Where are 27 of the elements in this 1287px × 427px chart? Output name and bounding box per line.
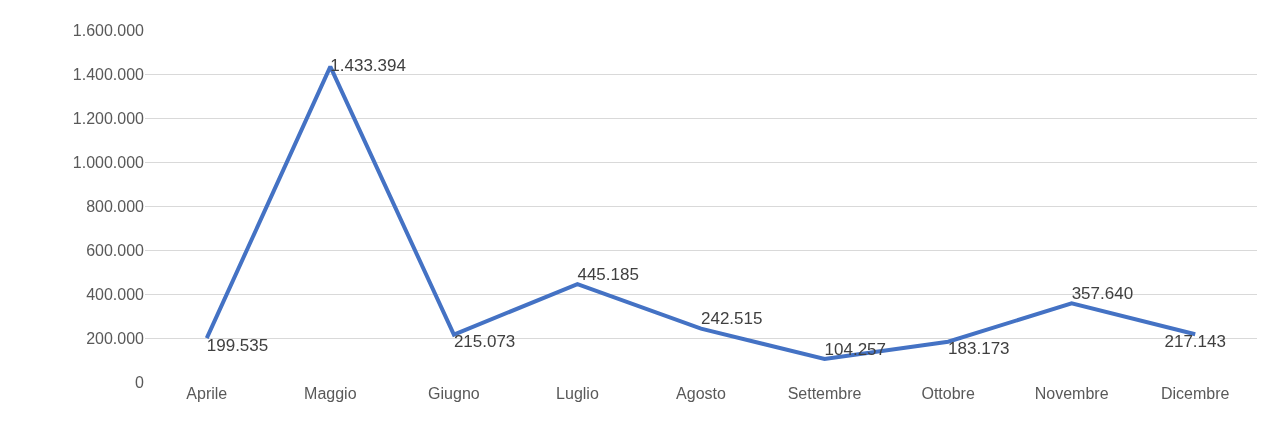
x-tick-label: Ottobre [921, 385, 975, 402]
y-tick-label: 600.000 [86, 241, 145, 259]
y-tick-label: 0 [135, 373, 145, 391]
data-label: 217.143 [1164, 331, 1226, 351]
data-label: 183.173 [948, 339, 1010, 359]
data-label: 357.640 [1071, 284, 1134, 304]
x-tick-label: Settembre [787, 385, 862, 402]
x-tick-label: Novembre [1034, 385, 1109, 402]
y-tick-label: 1.400.000 [72, 65, 145, 83]
y-tick-label: 200.000 [86, 329, 145, 347]
data-label: 1.433.394 [330, 55, 406, 75]
x-tick-label: Maggio [304, 385, 357, 402]
x-tick-label: Luglio [556, 385, 599, 402]
data-label: 104.257 [824, 339, 887, 359]
y-tick-label: 800.000 [86, 197, 145, 215]
y-tick-label: 1.000.000 [72, 153, 145, 171]
y-tick-label: 400.000 [86, 285, 145, 303]
x-tick-label: Agosto [676, 385, 727, 402]
y-tick-label: 1.200.000 [72, 109, 145, 127]
x-tick-label: Giugno [428, 385, 480, 402]
data-label: 199.535 [206, 335, 269, 355]
x-tick-label: Aprile [186, 385, 228, 402]
y-tick-label: 1.600.000 [72, 21, 145, 39]
x-tick-label: Dicembre [1160, 385, 1230, 402]
data-label: 215.073 [453, 332, 516, 352]
data-label: 242.515 [701, 309, 763, 329]
data-label: 445.185 [577, 264, 639, 284]
